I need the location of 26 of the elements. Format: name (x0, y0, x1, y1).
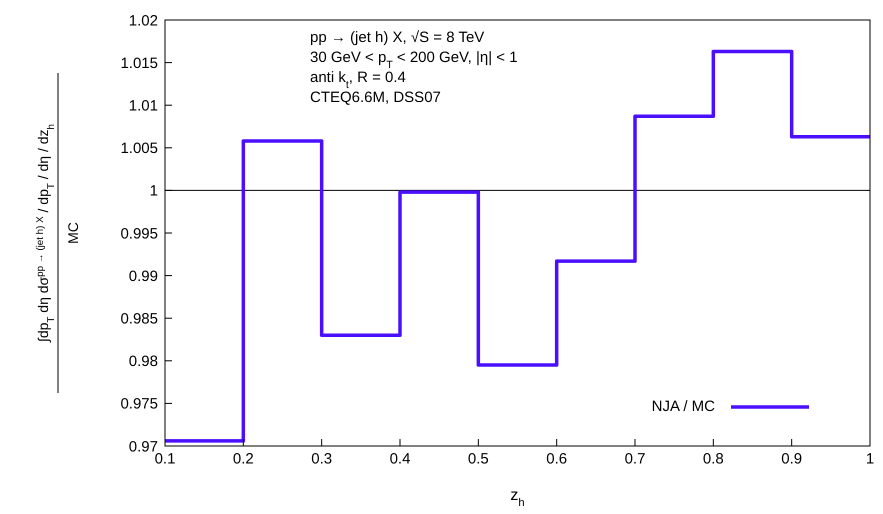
annotation: pp → (jet h) X, √S = 8 TeV (310, 29, 484, 46)
x-tick-label: 0.4 (390, 450, 410, 468)
x-tick-label: 0.8 (702, 450, 724, 468)
x-tick-label: 0.5 (468, 450, 489, 468)
y-tick-label: 1.015 (120, 54, 158, 72)
x-tick-label: 0.6 (546, 450, 568, 468)
y-tick-label: 1.01 (128, 98, 158, 115)
y-tick-label: 0.985 (120, 310, 158, 328)
x-tick-label: 0.9 (781, 450, 802, 468)
y-tick-label: 1 (150, 182, 158, 200)
annotation: anti k$_{t}$, R = 0.4 (310, 69, 406, 91)
y-tick-label: 0.99 (128, 268, 158, 285)
annotation: 30 GeV < p$_{T}$ < 200 GeV, |η| < 1 (310, 49, 518, 71)
x-tick-label: 0.2 (232, 450, 254, 468)
x-tick-label: 0.3 (311, 450, 332, 468)
x-axis-title: z$_{h}$ (510, 487, 525, 509)
x-tick-label: 1 (866, 450, 874, 468)
y-tick-label: 0.995 (120, 225, 158, 242)
y-tick-label: 1.005 (120, 140, 158, 158)
y-tick-label: 0.975 (120, 396, 158, 413)
annotation: CTEQ6.6M, DSS07 (310, 89, 441, 106)
y-tick-label: 0.98 (128, 353, 158, 370)
x-tick-label: 0.1 (154, 450, 176, 468)
x-tick-label: 0.7 (624, 450, 646, 468)
y-tick-label: 1.02 (128, 12, 158, 30)
text: NJA / MC (652, 398, 715, 415)
